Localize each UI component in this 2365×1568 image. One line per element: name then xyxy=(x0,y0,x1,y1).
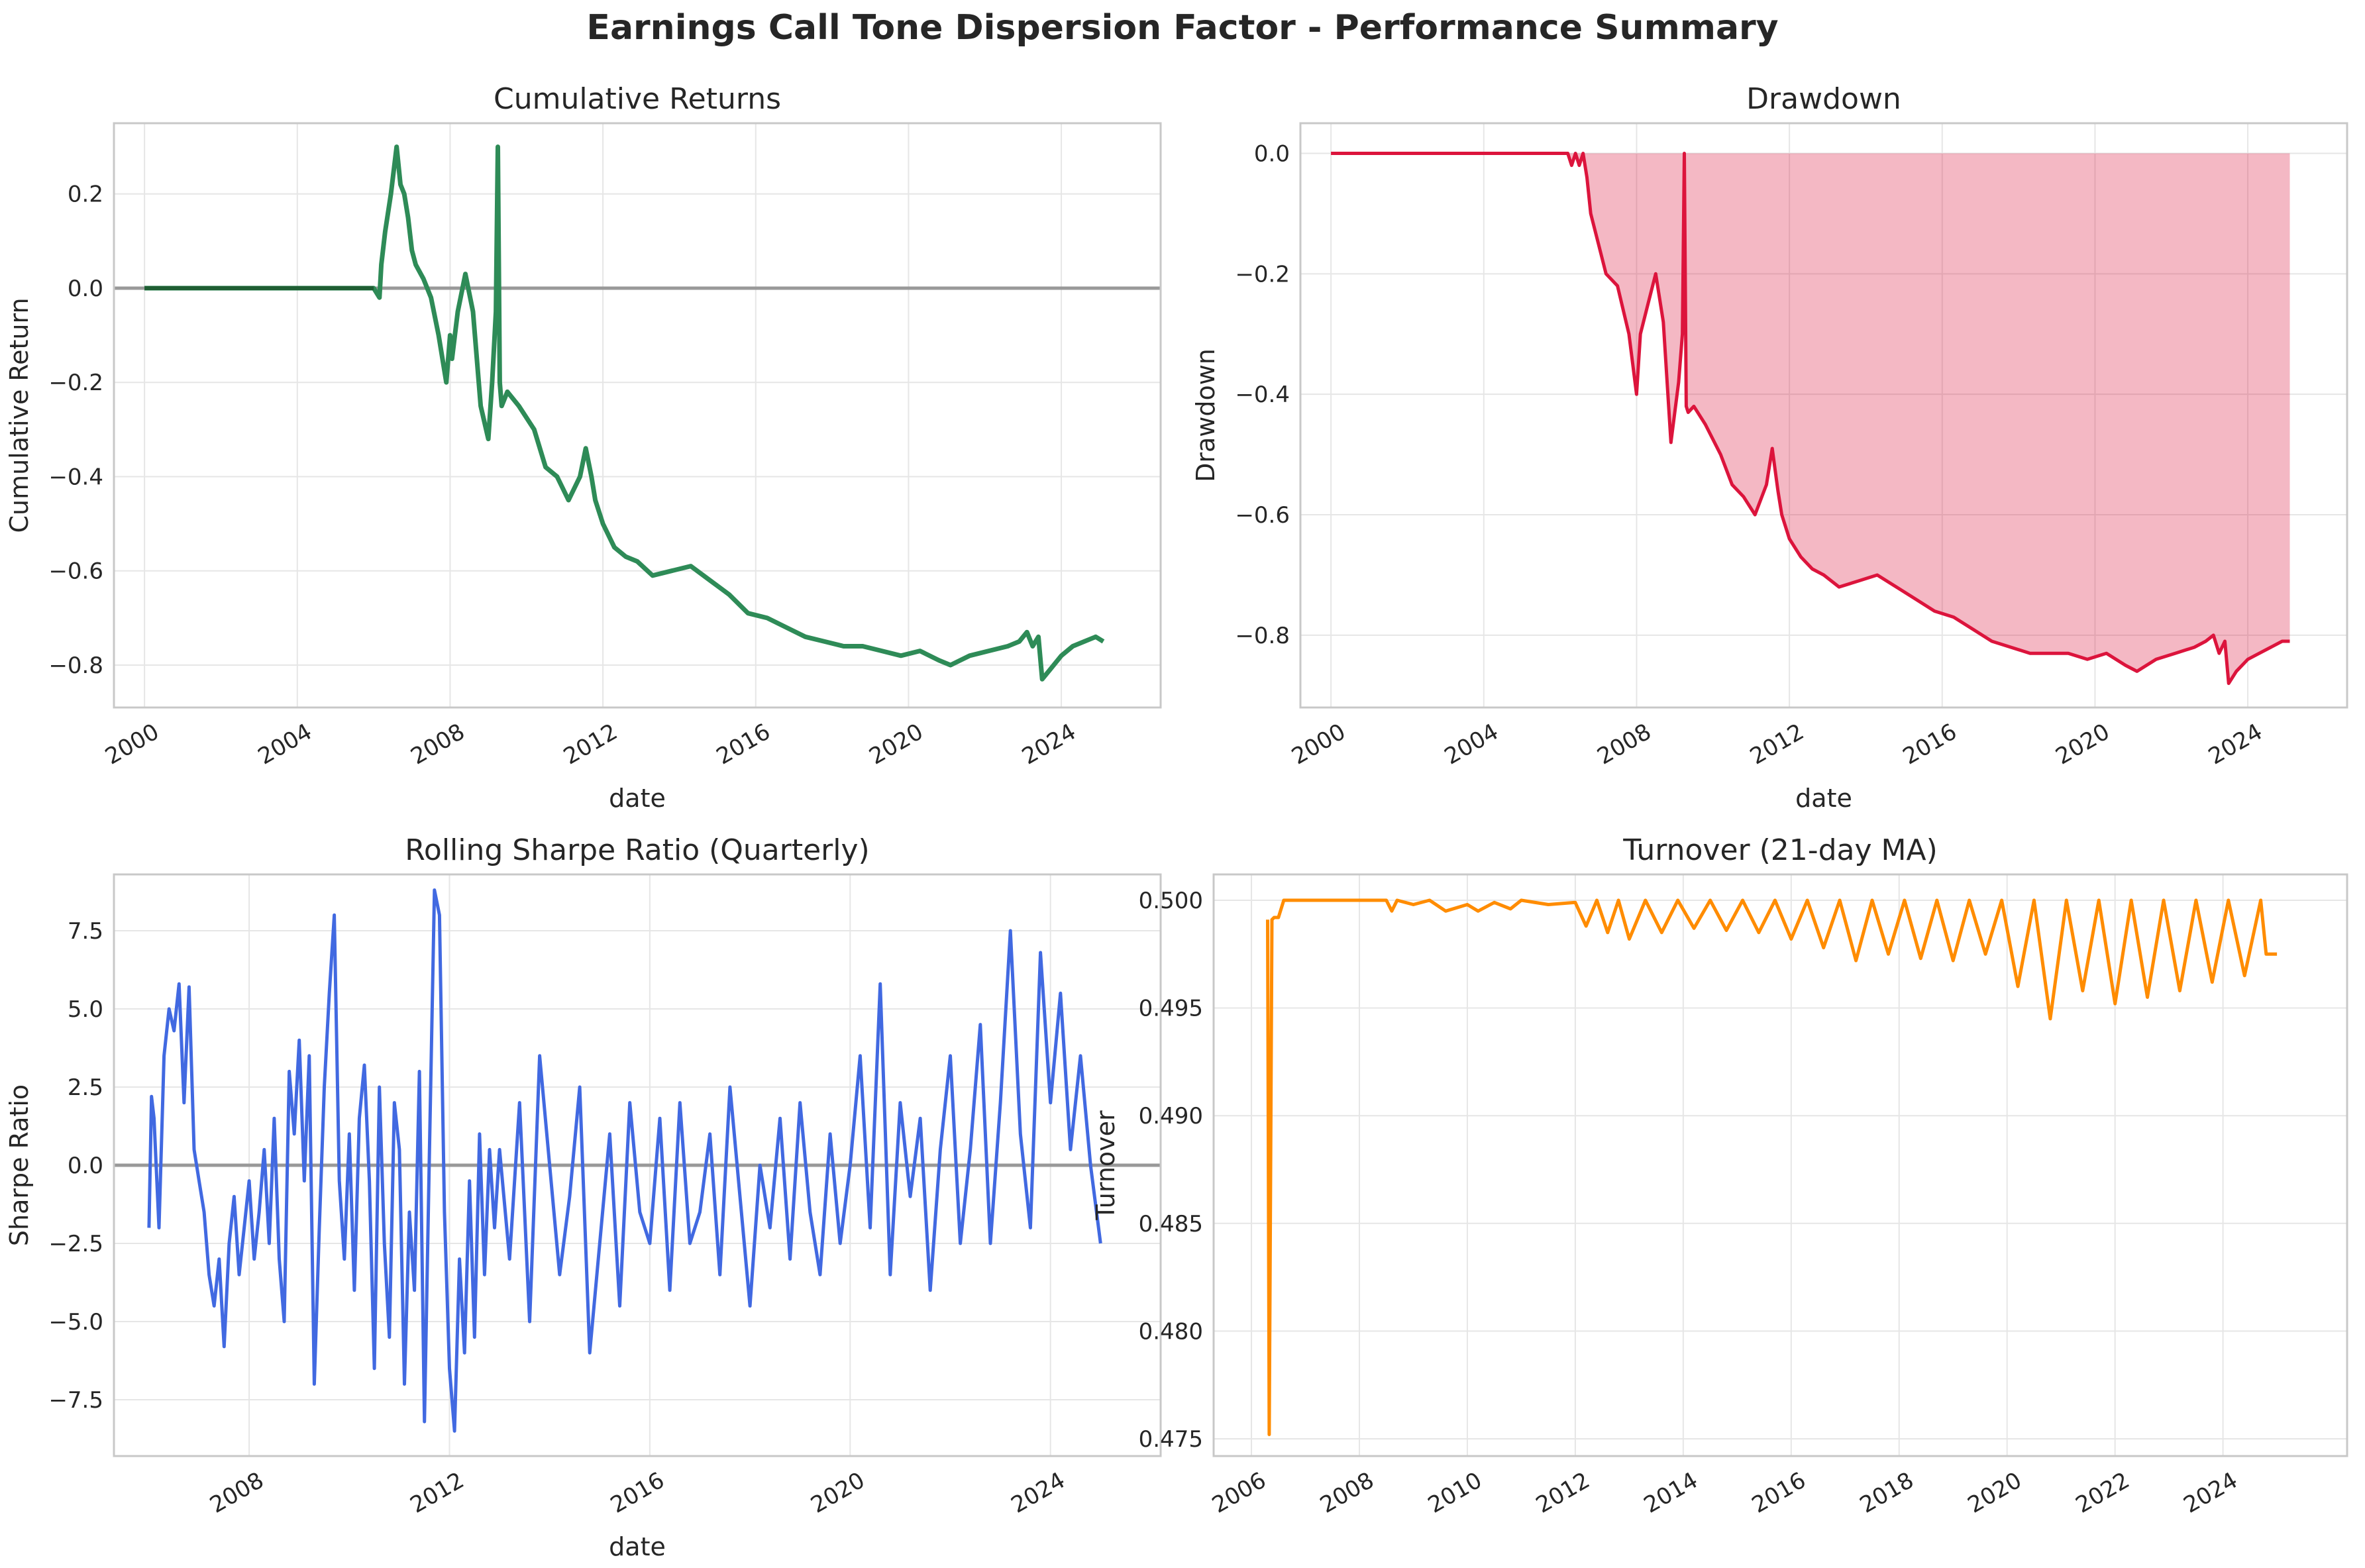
y-axis-label: Cumulative Return xyxy=(5,297,34,533)
axes-frame xyxy=(1212,873,2348,1457)
x-tick-label: 2008 xyxy=(1316,1467,1379,1519)
x-tick-label: 2016 xyxy=(1748,1467,1811,1519)
y-axis-label: Sharpe Ratio xyxy=(5,1084,34,1246)
y-tick-label: 0.480 xyxy=(1139,1318,1203,1345)
x-tick-label: 2022 xyxy=(2072,1467,2134,1519)
chart-title: Cumulative Returns xyxy=(494,82,781,116)
panel-turnover: 2006 2008 2010 2012 2014 2016 2018 2020 2022 2024… xyxy=(1091,833,2348,1519)
plot-area-cumulative xyxy=(144,144,1105,682)
axes-frame xyxy=(1299,122,2348,709)
drawdown-area xyxy=(1331,153,2290,684)
y-tick-label: 2.5 xyxy=(68,1074,103,1101)
panel-cumulative: 2000 2004 2008 2012 2016 2020 2024 −0.8 −0.6 −0.4… xyxy=(5,82,1162,813)
series-line-turnover xyxy=(1266,898,2278,1436)
y-tick-label: 0.495 xyxy=(1139,996,1203,1022)
x-tick-label: 2004 xyxy=(254,719,317,770)
x-tick-label: 2012 xyxy=(1746,719,1809,770)
y-axis-label: Turnover xyxy=(1091,1110,1120,1221)
y-tick-label: −0.8 xyxy=(1235,623,1290,649)
axes-frame xyxy=(113,122,1162,709)
series-line-sharpe xyxy=(147,888,1102,1433)
chart-title: Turnover (21-day MA) xyxy=(1622,833,1938,867)
plot-area-turnover xyxy=(1266,898,2278,1436)
axes-frame xyxy=(113,873,1162,1457)
chart-title: Rolling Sharpe Ratio (Quarterly) xyxy=(405,833,869,867)
y-tick-label: 0.475 xyxy=(1139,1426,1203,1453)
y-tick-label: −0.8 xyxy=(48,653,103,679)
x-tick-label: 2012 xyxy=(559,719,622,770)
plot-area-drawdown xyxy=(1331,152,2290,686)
plot-area-sharpe xyxy=(147,888,1102,1433)
x-axis-label: date xyxy=(609,784,666,813)
x-tick-label: 2014 xyxy=(1640,1467,1703,1519)
panel-sharpe: 2008 2012 2016 2020 2024 −7.5 −5.0 −2.5 0.0 2.5 5.… xyxy=(5,833,1162,1561)
x-tick-label: 2008 xyxy=(406,719,469,770)
x-tick-label: 2020 xyxy=(865,719,927,770)
x-tick-label: 2016 xyxy=(606,1467,669,1519)
x-axis-label: date xyxy=(609,1532,666,1561)
x-tick-label: 2006 xyxy=(1208,1467,1271,1519)
y-axis-label: Drawdown xyxy=(1191,348,1220,482)
x-axis-label: date xyxy=(1795,784,1852,813)
y-tick-label: −0.4 xyxy=(1235,382,1290,408)
x-tick-label: 2004 xyxy=(1440,719,1503,770)
x-tick-label: 2012 xyxy=(405,1467,468,1519)
x-tick-label: 2024 xyxy=(2204,719,2267,770)
x-tick-label: 2020 xyxy=(1964,1467,2026,1519)
y-tick-label: −0.2 xyxy=(48,370,103,396)
x-tick-label: 2020 xyxy=(806,1467,869,1519)
x-tick-label: 2020 xyxy=(2051,719,2114,770)
y-tick-label: 0.0 xyxy=(68,1153,103,1179)
y-tick-label: 0.0 xyxy=(1254,140,1290,167)
y-tick-label: 0.0 xyxy=(68,276,103,302)
y-tick-label: 0.2 xyxy=(68,182,103,208)
y-tick-label: 0.485 xyxy=(1139,1211,1203,1237)
y-tick-label: 7.5 xyxy=(68,918,103,945)
y-tick-label: 0.490 xyxy=(1139,1103,1203,1129)
x-tick-label: 2000 xyxy=(101,719,164,770)
panel-drawdown: 2000 2004 2008 2012 2016 2020 2024 −0.8 −0.6 −0.4… xyxy=(1191,82,2348,813)
y-tick-label: 5.0 xyxy=(68,996,103,1023)
y-tick-label: 0.500 xyxy=(1139,888,1203,914)
x-tick-label: 2018 xyxy=(1856,1467,1918,1519)
x-tick-label: 2024 xyxy=(1007,1467,1070,1519)
x-tick-label: 2008 xyxy=(205,1467,268,1519)
chart-title: Drawdown xyxy=(1746,82,1901,116)
x-tick-label: 2008 xyxy=(1593,719,1656,770)
x-tick-label: 2000 xyxy=(1287,719,1350,770)
y-tick-label: −2.5 xyxy=(48,1231,103,1257)
x-tick-label: 2012 xyxy=(1532,1467,1595,1519)
x-tick-label: 2024 xyxy=(1018,719,1080,770)
x-tick-label: 2016 xyxy=(712,719,775,770)
y-tick-label: −0.4 xyxy=(48,464,103,490)
figure-title: Earnings Call Tone Dispersion Factor - P… xyxy=(586,8,1779,48)
y-tick-label: −0.6 xyxy=(1235,502,1290,529)
y-tick-label: −0.6 xyxy=(48,558,103,585)
series-line-cumulative xyxy=(144,144,1105,682)
y-tick-label: −5.0 xyxy=(48,1309,103,1335)
series-line-drawdown xyxy=(1331,152,2290,686)
x-tick-label: 2016 xyxy=(1899,719,1962,770)
x-tick-label: 2010 xyxy=(1424,1467,1487,1519)
y-tick-label: −0.2 xyxy=(1235,261,1290,287)
y-tick-label: −7.5 xyxy=(48,1387,103,1414)
x-tick-label: 2024 xyxy=(2180,1467,2242,1519)
